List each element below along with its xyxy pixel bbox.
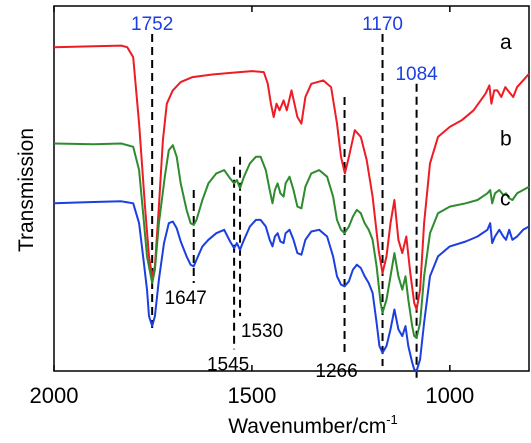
peak-markers: 1752 1647 1545 1530 1266 1170 1084 [131,14,438,382]
series-line-c [53,200,530,372]
peak-label: 1170 [362,14,403,35]
series-labels: a b c [500,31,512,210]
x-tick-label: 2000 [30,383,79,408]
x-tick-label: 1500 [227,383,276,408]
y-axis-title: Transmission [15,128,38,252]
peak-label: 1266 [315,361,357,382]
peak-label: 1545 [207,354,249,375]
plot-frame [53,5,530,372]
spectra-series [53,44,530,372]
x-tick-label: 1000 [425,383,474,408]
x-axis-title-main: Wavenumber/cm [228,415,386,438]
peak-label: 1647 [165,288,207,309]
peak-label: 1530 [241,321,283,342]
peak-label: 1752 [131,14,173,35]
x-axis-ticks: 2000 1500 1000 [30,6,474,408]
series-label-c: c [500,187,511,210]
series-label-b: b [500,128,512,151]
peak-label: 1084 [395,64,438,85]
series-line-b [53,142,530,339]
x-axis-title-superscript: -1 [386,412,398,427]
series-line-a [53,44,530,311]
series-label-a: a [500,31,512,54]
x-axis-title: Wavenumber/cm-1 [228,412,398,438]
